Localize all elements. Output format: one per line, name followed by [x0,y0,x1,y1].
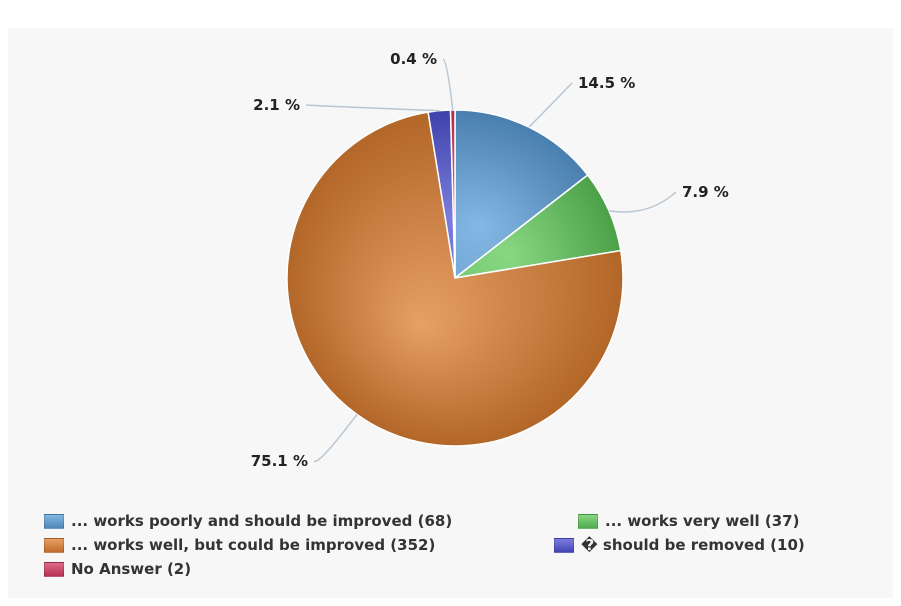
legend-swatch [44,513,64,529]
percent-label: 7.9 % [682,183,729,201]
label-connector [313,413,358,463]
legend-swatch [554,537,574,553]
label-connector [608,191,677,213]
legend-item-works-well[interactable]: ... works well, but could be improved (3… [44,536,435,554]
legend-label: ... works very well (37) [605,512,800,530]
percent-label: 2.1 % [253,96,300,114]
legend-label: ... works well, but could be improved (3… [71,536,436,554]
pie-slice[interactable] [286,111,624,447]
legend-swatch [44,537,64,553]
percent-label: 14.5 % [578,74,635,92]
legend-label: No Answer (2) [71,560,192,578]
legend-label: � should be removed (10) [581,536,805,554]
pie-slices [286,109,624,447]
legend-label: ... works poorly and should be improved … [71,512,453,530]
legend-item-should-be-removed[interactable]: � should be removed (10) [554,536,805,554]
legend-swatch [578,513,598,529]
label-connectors [305,58,677,463]
label-connector [528,82,573,128]
legend-swatch [44,561,64,577]
legend-item-no-answer[interactable]: No Answer (2) [44,560,191,578]
percent-labels: 14.5 % 7.9 % 75.1 % 2.1 % 0.4 % [251,50,729,470]
label-connector [305,104,440,112]
label-connector [442,58,454,111]
percent-label: 0.4 % [390,50,437,68]
legend-item-works-poorly[interactable]: ... works poorly and should be improved … [44,512,452,530]
percent-label: 75.1 % [251,452,308,470]
pie-slice[interactable] [454,109,589,280]
legend-item-works-very-well[interactable]: ... works very well (37) [578,512,799,530]
